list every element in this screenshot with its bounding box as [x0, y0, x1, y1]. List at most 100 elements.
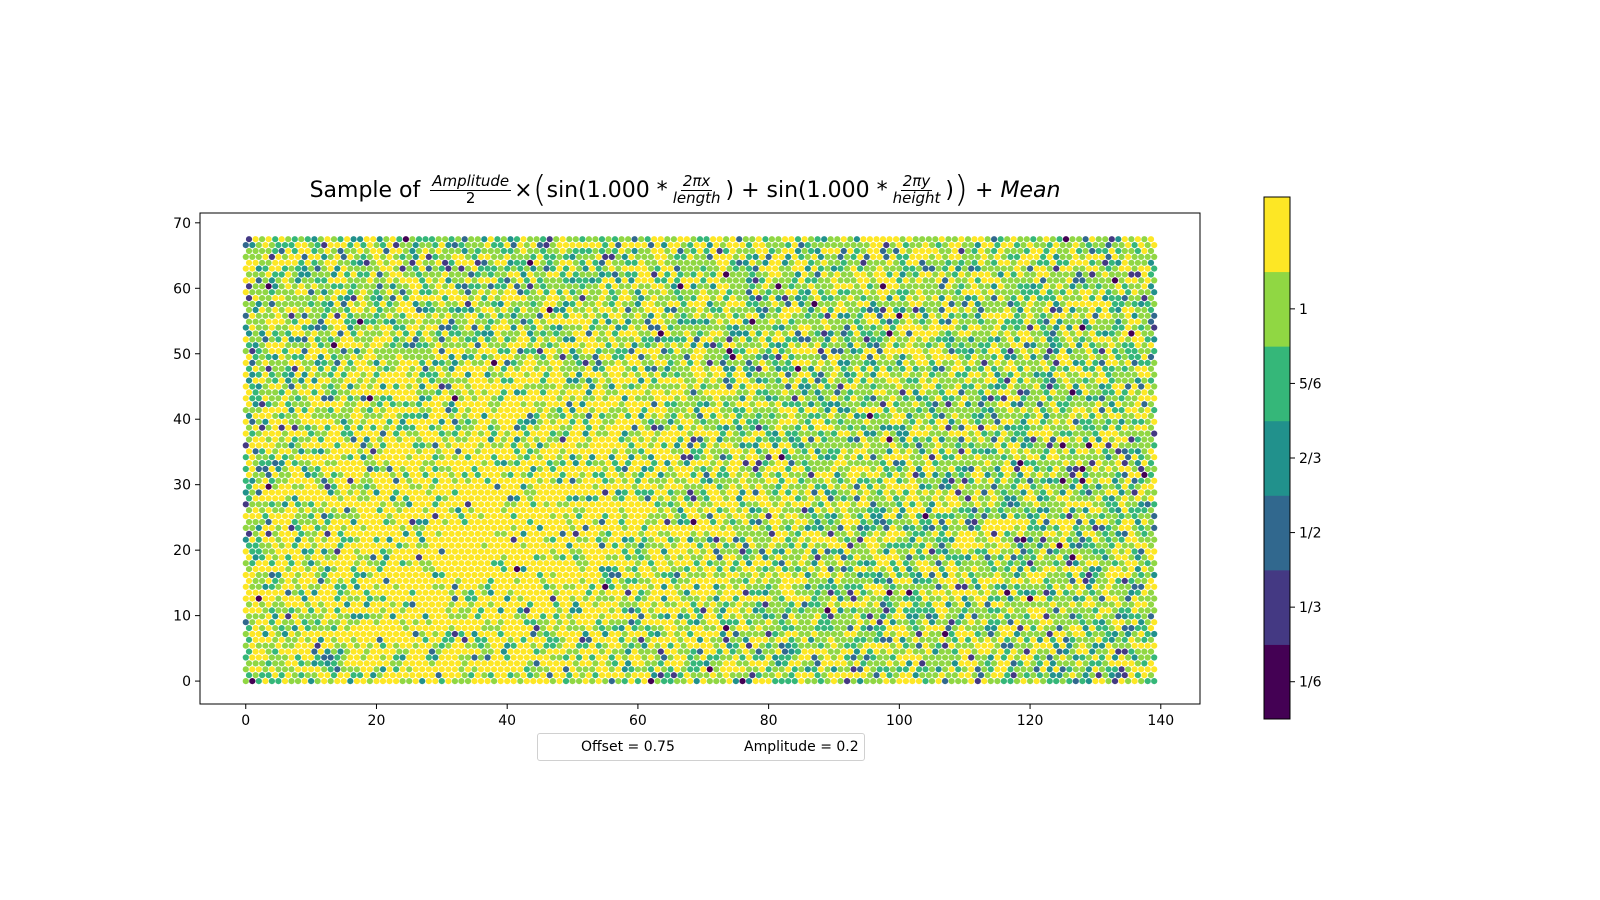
scatter-point: [677, 483, 684, 490]
scatter-point: [415, 589, 423, 596]
scatter-point: [840, 495, 847, 502]
scatter-point: [667, 619, 674, 626]
scatter-point: [611, 495, 619, 502]
scatter-point: [811, 654, 818, 661]
scatter-point: [1108, 566, 1115, 573]
scatter-point: [445, 501, 452, 508]
scatter-point: [935, 619, 942, 626]
scatter-point: [533, 636, 540, 643]
scatter-point: [808, 613, 815, 620]
scatter-point: [1017, 577, 1024, 585]
scatter-point: [549, 571, 557, 579]
scatter-point: [644, 471, 651, 478]
scatter-point: [249, 619, 256, 626]
scatter-point: [419, 583, 426, 590]
scatter-point: [471, 619, 478, 626]
scatter-point: [327, 595, 334, 602]
scatter-point: [768, 613, 776, 620]
scatter-point: [1111, 477, 1119, 484]
scatter-point: [582, 571, 589, 579]
scatter-point: [1010, 566, 1017, 573]
scatter-point: [759, 548, 766, 555]
scatter-point: [592, 554, 599, 561]
scatter-point: [572, 483, 579, 490]
scatter-point: [291, 471, 298, 478]
scatter-point: [883, 666, 890, 673]
scatter-point: [1141, 554, 1148, 561]
scatter-point: [477, 548, 485, 555]
scatter-point: [808, 636, 815, 643]
scatter-point: [1082, 542, 1089, 549]
y-denominator: height: [892, 188, 941, 207]
scatter-point: [775, 636, 782, 643]
scatter-point: [1102, 636, 1109, 643]
scatter-point: [520, 672, 527, 679]
scatter-point: [576, 560, 583, 567]
scatter-point: [615, 524, 622, 532]
scatter-point: [857, 571, 864, 579]
scatter-point: [723, 601, 730, 608]
scatter-point: [497, 678, 504, 685]
scatter-point: [706, 477, 713, 484]
scatter-point: [445, 619, 452, 626]
scatter-point: [553, 613, 560, 620]
scatter-point: [1076, 613, 1083, 620]
scatter-point: [572, 672, 579, 679]
scatter-point: [255, 560, 262, 567]
scatter-point: [569, 583, 576, 590]
scatter-point: [553, 495, 560, 502]
scatter-point: [955, 548, 962, 555]
scatter-point: [471, 642, 478, 649]
scatter-point: [598, 554, 606, 561]
scatter-point: [824, 477, 831, 484]
scatter-point: [259, 613, 266, 620]
scatter-point: [370, 518, 377, 526]
scatter-point: [347, 571, 354, 579]
scatter-point: [759, 630, 766, 638]
plus-sign: +: [975, 177, 994, 203]
scatter-point: [314, 513, 321, 520]
scatter-point: [873, 554, 880, 561]
scatter-point: [932, 518, 939, 526]
scatter-point: [252, 530, 259, 537]
scatter-point: [827, 542, 834, 549]
scatter-point: [1000, 630, 1008, 638]
scatter-point: [736, 577, 743, 585]
scatter-point: [513, 672, 521, 679]
scatter-point: [487, 507, 494, 514]
scatter-point: [383, 672, 390, 679]
scatter-point: [955, 654, 962, 661]
scatter-point: [242, 477, 249, 484]
scatter-point: [906, 518, 913, 526]
scatter-point: [536, 513, 544, 520]
scatter-point: [661, 513, 668, 520]
scatter-point: [272, 495, 279, 502]
scatter-point: [259, 554, 266, 561]
scatter-point: [579, 648, 586, 655]
scatter-point: [504, 477, 511, 484]
scatter-point: [464, 607, 472, 614]
scatter-point: [1053, 630, 1060, 638]
scatter-point: [801, 601, 808, 608]
scatter-point: [419, 642, 426, 649]
scatter-point: [925, 601, 932, 608]
scatter-point: [719, 536, 727, 543]
scatter-point: [265, 613, 272, 620]
scatter-point: [935, 571, 942, 579]
scatter-point: [893, 577, 900, 585]
scatter-point: [520, 636, 527, 643]
scatter-point: [948, 489, 955, 496]
scatter-point: [363, 601, 370, 608]
scatter-point: [719, 678, 727, 685]
scatter-point: [491, 678, 498, 685]
scatter-point: [474, 518, 481, 526]
scatter-point: [275, 666, 282, 673]
scatter-point: [268, 513, 275, 520]
scatter-point: [906, 601, 913, 608]
scatter-point: [1102, 625, 1109, 632]
scatter-point: [1134, 672, 1141, 679]
scatter-point: [327, 489, 334, 496]
scatter-point: [314, 524, 321, 532]
scatter-point: [546, 483, 553, 490]
scatter-point: [288, 524, 295, 532]
